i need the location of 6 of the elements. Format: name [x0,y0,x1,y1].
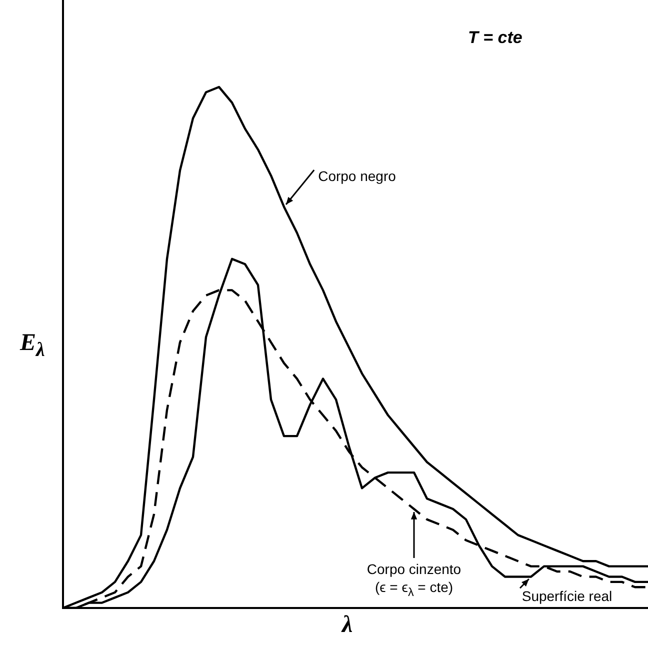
legend-label: Superfície real [520,587,614,605]
series-label: Corpo cinzento (ϵ = ϵ$_{λ}$ = cte) [366,560,462,601]
x-axis-title: λ [342,612,353,639]
y-axis-title: E$_{λ}$ [20,330,45,362]
text: T = cte [468,28,522,48]
text: Corpo negro [317,167,397,185]
